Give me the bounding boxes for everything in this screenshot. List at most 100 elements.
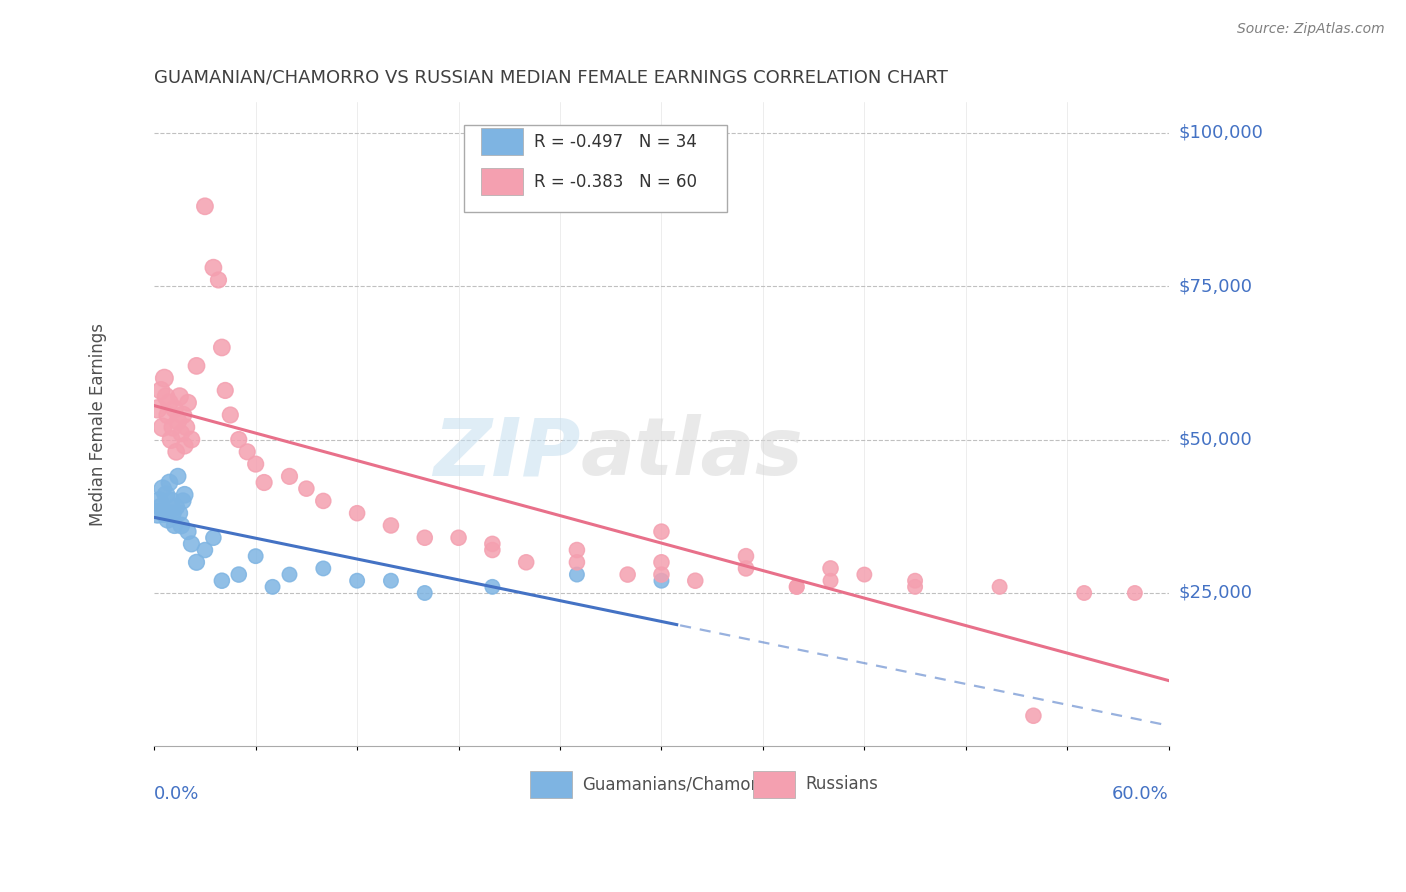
Point xyxy=(202,260,225,275)
Point xyxy=(481,537,503,551)
Point xyxy=(413,531,436,545)
FancyBboxPatch shape xyxy=(752,771,796,798)
Text: $50,000: $50,000 xyxy=(1178,431,1253,449)
Point xyxy=(194,543,217,558)
Point xyxy=(159,475,181,490)
Point xyxy=(515,555,537,569)
Point xyxy=(228,567,250,582)
Point xyxy=(565,543,588,558)
Point xyxy=(278,567,301,582)
Point xyxy=(165,500,187,514)
Point xyxy=(156,408,179,422)
Text: R = -0.497   N = 34: R = -0.497 N = 34 xyxy=(534,133,696,151)
FancyBboxPatch shape xyxy=(481,128,523,155)
Point xyxy=(650,524,672,539)
Point xyxy=(650,574,672,588)
Point xyxy=(163,518,186,533)
Point xyxy=(146,506,169,520)
Point xyxy=(565,555,588,569)
Text: Guamanians/Chamorros: Guamanians/Chamorros xyxy=(582,775,783,794)
Point xyxy=(194,199,217,213)
Point xyxy=(150,384,173,398)
Point xyxy=(180,537,202,551)
Point xyxy=(162,506,184,520)
Point xyxy=(481,543,503,558)
Point xyxy=(156,512,179,526)
Point xyxy=(148,494,170,508)
Point xyxy=(786,580,808,594)
Point xyxy=(153,506,176,520)
Text: Source: ZipAtlas.com: Source: ZipAtlas.com xyxy=(1237,22,1385,37)
Point xyxy=(295,482,318,496)
Point xyxy=(988,580,1011,594)
Point xyxy=(173,488,195,502)
Point xyxy=(211,341,233,355)
Point xyxy=(177,395,200,409)
Point xyxy=(481,580,503,594)
Point xyxy=(735,561,758,575)
Point xyxy=(176,420,198,434)
Point xyxy=(172,494,194,508)
Point xyxy=(160,494,183,508)
Point xyxy=(1022,708,1045,723)
Point xyxy=(219,408,242,422)
Point xyxy=(163,401,186,416)
Text: 60.0%: 60.0% xyxy=(1112,785,1168,803)
Point xyxy=(177,524,200,539)
Point xyxy=(380,518,402,533)
Point xyxy=(155,390,177,404)
Point xyxy=(262,580,284,594)
Text: Russians: Russians xyxy=(806,775,879,794)
Point xyxy=(312,494,335,508)
Point xyxy=(214,384,236,398)
Point xyxy=(904,574,927,588)
Point xyxy=(152,420,174,434)
Text: atlas: atlas xyxy=(581,414,803,492)
Point xyxy=(162,420,184,434)
Point xyxy=(904,580,927,594)
Point xyxy=(278,469,301,483)
Point xyxy=(150,500,173,514)
FancyBboxPatch shape xyxy=(481,169,523,195)
Point xyxy=(186,359,208,373)
Point xyxy=(146,401,169,416)
Point xyxy=(236,445,259,459)
Point xyxy=(169,390,191,404)
Point xyxy=(853,567,876,582)
Point xyxy=(820,574,842,588)
Text: $100,000: $100,000 xyxy=(1178,124,1264,142)
Point xyxy=(167,469,190,483)
Point xyxy=(650,555,672,569)
Text: R = -0.383   N = 60: R = -0.383 N = 60 xyxy=(534,173,696,191)
Point xyxy=(173,439,195,453)
Point xyxy=(820,561,842,575)
Point xyxy=(786,580,808,594)
Point xyxy=(228,433,250,447)
Point xyxy=(616,567,638,582)
Point xyxy=(413,586,436,600)
Point xyxy=(565,567,588,582)
Point xyxy=(155,488,177,502)
Point xyxy=(735,549,758,563)
Point xyxy=(202,531,225,545)
FancyBboxPatch shape xyxy=(530,771,572,798)
Point xyxy=(152,482,174,496)
Point xyxy=(346,574,368,588)
Point xyxy=(253,475,276,490)
Point xyxy=(167,414,190,428)
Point xyxy=(211,574,233,588)
Point xyxy=(180,433,202,447)
Text: $25,000: $25,000 xyxy=(1178,584,1253,602)
Point xyxy=(650,567,672,582)
FancyBboxPatch shape xyxy=(464,125,727,211)
Point xyxy=(380,574,402,588)
Point xyxy=(186,555,208,569)
Point xyxy=(685,574,707,588)
Point xyxy=(172,408,194,422)
Text: Median Female Earnings: Median Female Earnings xyxy=(90,323,107,525)
Point xyxy=(207,273,229,287)
Point xyxy=(447,531,470,545)
Point xyxy=(170,426,193,441)
Point xyxy=(153,371,176,385)
Point xyxy=(160,433,183,447)
